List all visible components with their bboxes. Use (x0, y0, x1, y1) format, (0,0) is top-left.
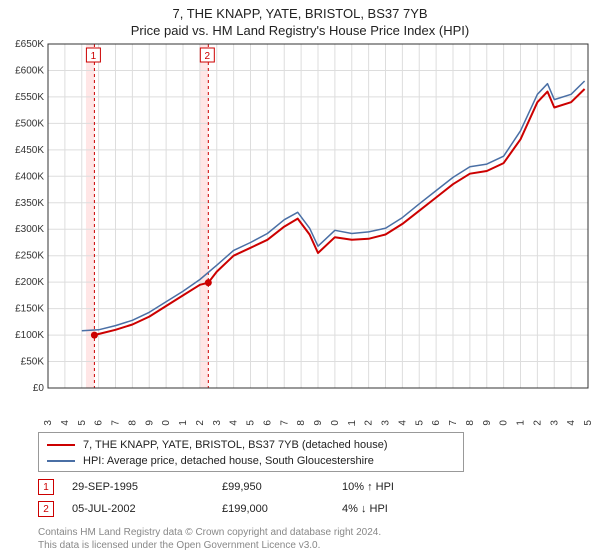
legend-item-hpi: HPI: Average price, detached house, Sout… (47, 453, 455, 469)
sale-hpi-delta: 4% ↓ HPI (342, 503, 388, 515)
svg-text:£600K: £600K (15, 65, 44, 76)
svg-text:£150K: £150K (15, 304, 44, 315)
sale-events-list: 1 29-SEP-1995£99,95010% ↑ HPI 2 05-JUL-2002… (38, 476, 600, 520)
svg-text:2012: 2012 (364, 420, 375, 426)
svg-text:1998: 1998 (127, 420, 138, 426)
svg-text:2004: 2004 (229, 420, 240, 426)
svg-text:2011: 2011 (347, 420, 358, 426)
svg-text:1997: 1997 (111, 420, 122, 426)
svg-text:2025: 2025 (583, 420, 594, 426)
svg-text:2013: 2013 (381, 420, 392, 426)
svg-text:£550K: £550K (15, 92, 44, 103)
sale-date: 29-SEP-1995 (72, 481, 222, 493)
svg-text:£250K: £250K (15, 251, 44, 262)
footer-line-2: This data is licensed under the Open Gov… (38, 539, 578, 552)
sale-badge: 2 (38, 501, 54, 517)
svg-text:£350K: £350K (15, 198, 44, 209)
svg-text:£400K: £400K (15, 171, 44, 182)
sale-date: 05-JUL-2002 (72, 503, 222, 515)
sale-price: £199,000 (222, 503, 342, 515)
svg-text:2021: 2021 (516, 420, 527, 426)
chart-title-subtitle: Price paid vs. HM Land Registry's House … (0, 23, 600, 38)
svg-text:2018: 2018 (465, 420, 476, 426)
legend: 7, THE KNAPP, YATE, BRISTOL, BS37 7YB (d… (38, 432, 464, 472)
svg-text:2023: 2023 (549, 420, 560, 426)
svg-text:2007: 2007 (279, 420, 290, 426)
chart-title-address: 7, THE KNAPP, YATE, BRISTOL, BS37 7YB (0, 6, 600, 21)
svg-text:£50K: £50K (21, 357, 45, 368)
svg-text:£200K: £200K (15, 277, 44, 288)
svg-text:2002: 2002 (195, 420, 206, 426)
legend-swatch-property (47, 444, 75, 446)
svg-text:£300K: £300K (15, 224, 44, 235)
svg-text:2017: 2017 (448, 420, 459, 426)
legend-label-hpi: HPI: Average price, detached house, Sout… (83, 453, 374, 469)
line-chart-svg: 1 2 £0 £50K £100K £150K £200K £250K £300K £350K £4… (0, 38, 600, 426)
attribution-footer: Contains HM Land Registry data © Crown c… (38, 526, 578, 552)
sale-event-row: 2 05-JUL-2002£199,0004% ↓ HPI (38, 498, 600, 520)
sale-price: £99,950 (222, 481, 342, 493)
svg-text:£450K: £450K (15, 145, 44, 156)
svg-text:£100K: £100K (15, 330, 44, 341)
svg-text:2000: 2000 (161, 420, 172, 426)
svg-text:1995: 1995 (77, 420, 88, 426)
svg-text:£650K: £650K (15, 39, 44, 50)
svg-text:£0: £0 (33, 383, 45, 394)
svg-text:1993: 1993 (43, 420, 54, 426)
sale-badge: 1 (38, 479, 54, 495)
svg-text:2009: 2009 (313, 420, 324, 426)
svg-text:2022: 2022 (532, 420, 543, 426)
svg-text:2019: 2019 (482, 420, 493, 426)
footer-line-1: Contains HM Land Registry data © Crown c… (38, 526, 578, 539)
svg-text:2014: 2014 (397, 420, 408, 426)
svg-text:2008: 2008 (296, 420, 307, 426)
svg-text:2015: 2015 (414, 420, 425, 426)
svg-text:1996: 1996 (94, 420, 105, 426)
legend-item-property: 7, THE KNAPP, YATE, BRISTOL, BS37 7YB (d… (47, 437, 455, 453)
svg-text:2010: 2010 (330, 420, 341, 426)
svg-text:1: 1 (91, 51, 97, 62)
svg-text:2005: 2005 (246, 420, 257, 426)
legend-label-property: 7, THE KNAPP, YATE, BRISTOL, BS37 7YB (d… (83, 437, 388, 453)
chart-area: 1 2 £0 £50K £100K £150K £200K £250K £300K £350K £4… (0, 38, 600, 426)
svg-text:1994: 1994 (60, 420, 71, 426)
svg-text:2024: 2024 (566, 420, 577, 426)
svg-text:£500K: £500K (15, 118, 44, 129)
svg-text:1999: 1999 (144, 420, 155, 426)
sale-hpi-delta: 10% ↑ HPI (342, 481, 394, 493)
svg-text:2020: 2020 (499, 420, 510, 426)
svg-text:2001: 2001 (178, 420, 189, 426)
svg-text:2: 2 (205, 51, 211, 62)
legend-swatch-hpi (47, 460, 75, 462)
sale-event-row: 1 29-SEP-1995£99,95010% ↑ HPI (38, 476, 600, 498)
svg-text:2003: 2003 (212, 420, 223, 426)
svg-text:2006: 2006 (262, 420, 273, 426)
svg-text:2016: 2016 (431, 420, 442, 426)
